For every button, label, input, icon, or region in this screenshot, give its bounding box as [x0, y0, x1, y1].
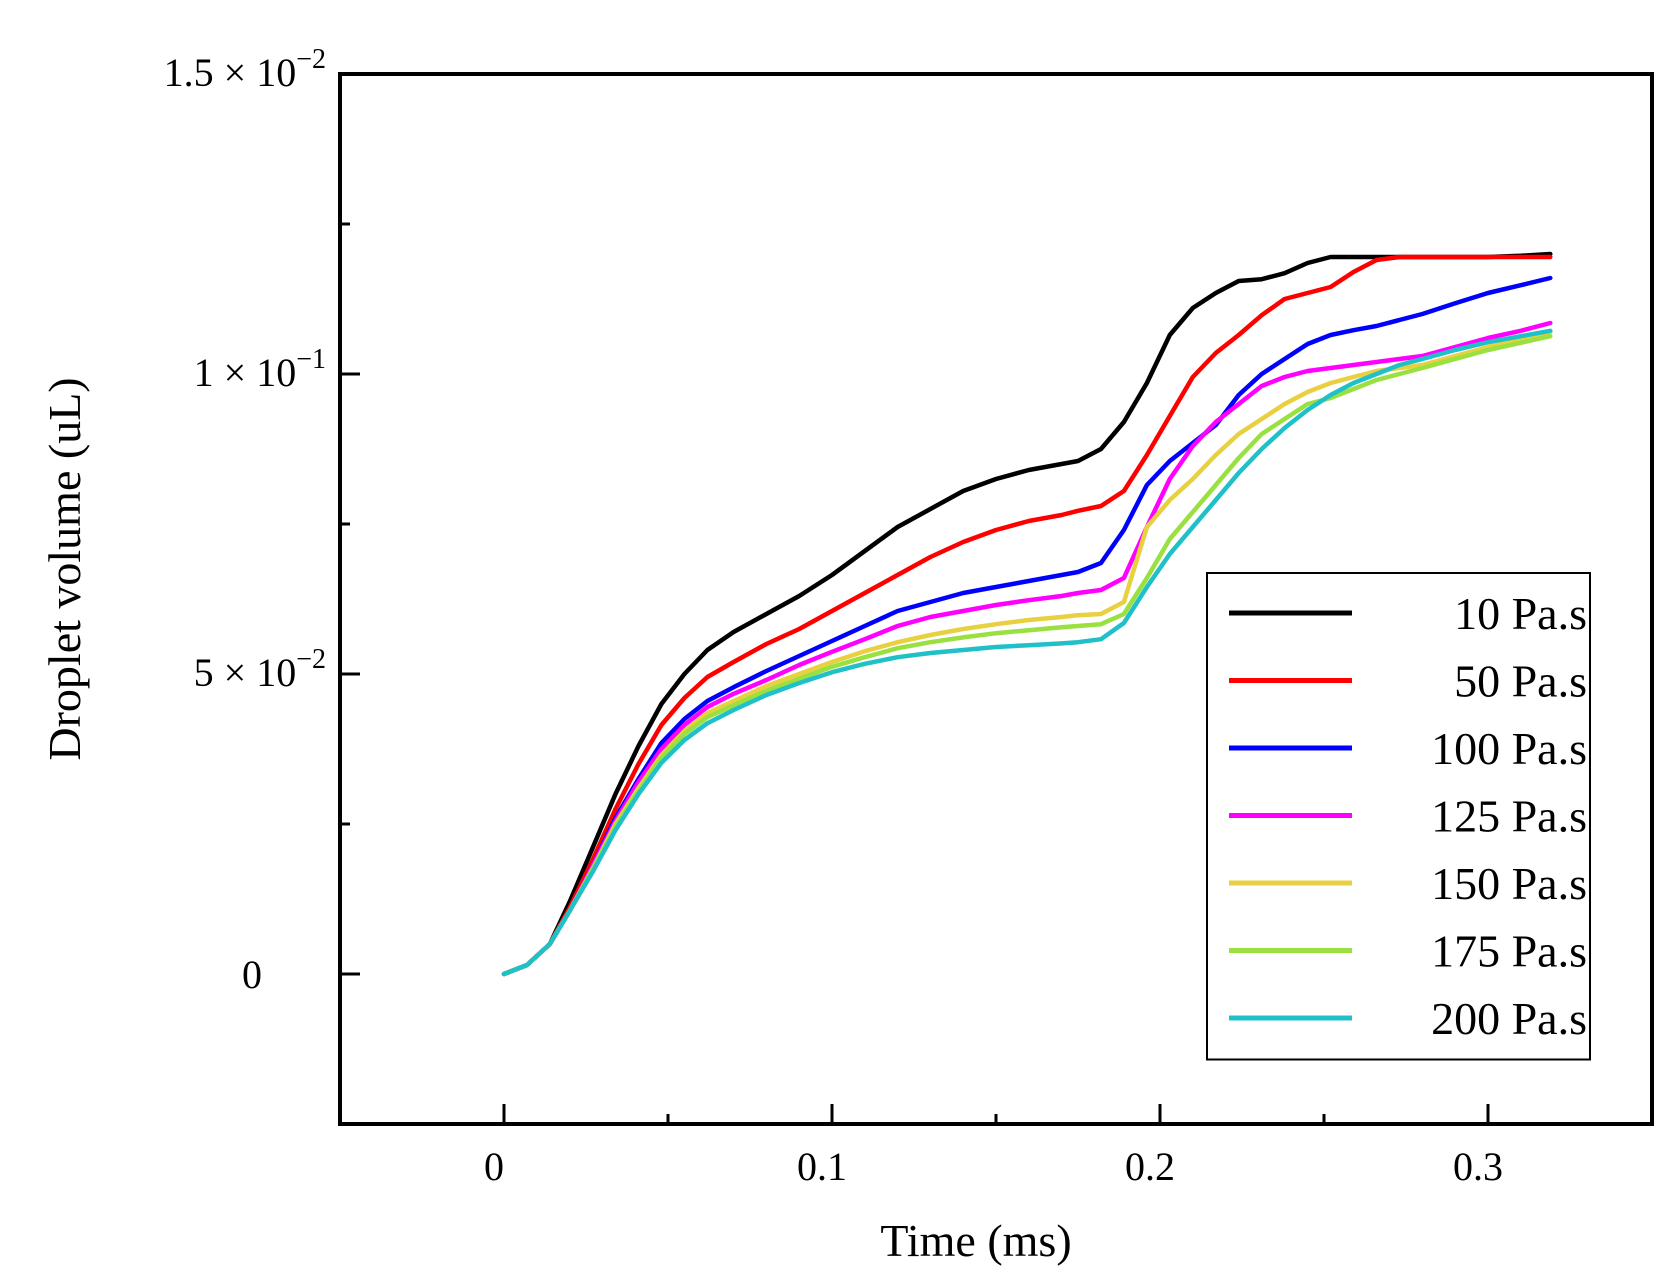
series-line-1	[501, 254, 1553, 977]
x-tick-label: 0	[484, 1144, 504, 1189]
y-axis-title: Droplet volume (uL)	[39, 377, 90, 760]
x-tick-label: 0.2	[1125, 1144, 1175, 1189]
legend-label: 10 Pa.s	[1454, 588, 1587, 639]
series-line-0	[501, 251, 1553, 977]
x-tick-label: 0.1	[797, 1144, 847, 1189]
series-line-5	[501, 333, 1553, 977]
legend-label: 175 Pa.s	[1431, 926, 1587, 977]
legend-label: 200 Pa.s	[1431, 993, 1587, 1044]
y-tick-label: 5 × 10−2	[194, 644, 326, 695]
legend-label: 100 Pa.s	[1431, 723, 1587, 774]
legend-label: 150 Pa.s	[1431, 858, 1587, 909]
series-line-3	[501, 320, 1553, 977]
y-tick-label: 1 × 10−1	[194, 344, 326, 395]
x-tick-label: 0.3	[1453, 1144, 1503, 1189]
y-tick-label: 0	[242, 952, 262, 997]
legend-label: 50 Pa.s	[1454, 656, 1587, 707]
series-layer	[501, 251, 1553, 977]
series-line-6	[501, 328, 1553, 977]
series-line-2	[501, 275, 1553, 977]
y-tick-label: 1.5 × 10−2	[164, 44, 326, 95]
legend: 10 Pa.s 50 Pa.s 100 Pa.s 125 Pa.s 150 Pa.s 17…	[1206, 572, 1591, 1061]
x-axis-title: Time (ms)	[880, 1215, 1071, 1266]
tick-layer: 0 0.1 0.2 0.3 0 5 × 10−2 1 × 10−1 1.5 × 10−2	[164, 44, 1503, 1189]
legend-label: 125 Pa.s	[1431, 791, 1587, 842]
